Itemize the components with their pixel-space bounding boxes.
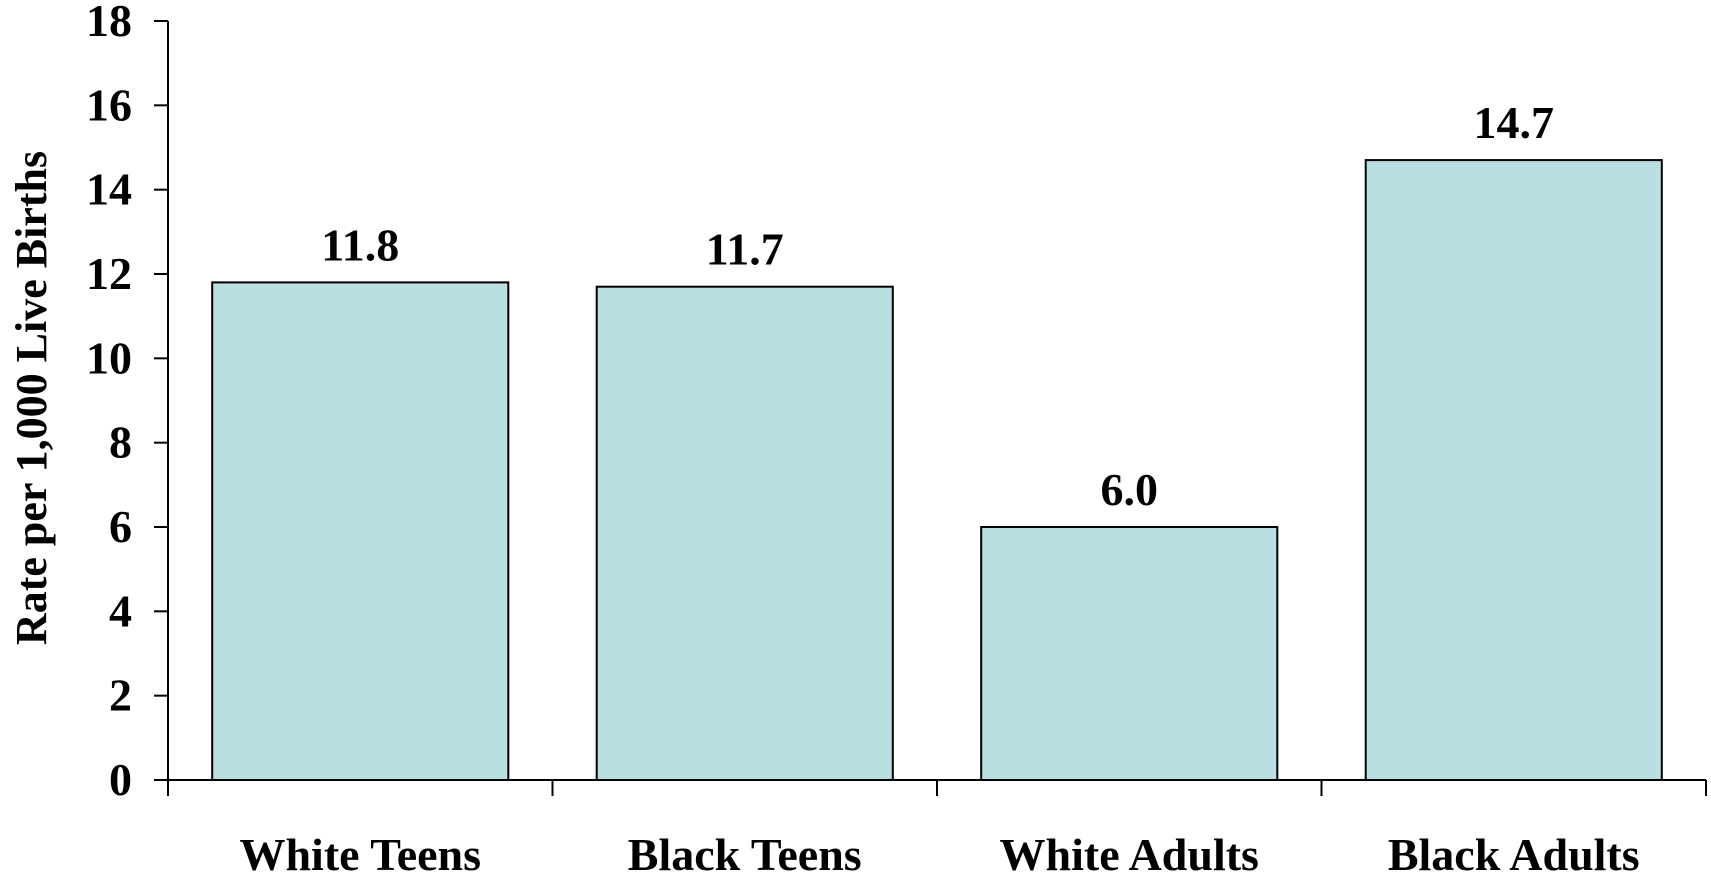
y-tick-label: 8 <box>109 417 132 468</box>
y-tick-label: 18 <box>86 0 132 46</box>
y-axis-title: Rate per 1,000 Live Births <box>7 151 56 645</box>
data-labels: 11.8 11.7 6.0 14.7 <box>321 97 1554 515</box>
x-tick-label: White Teens <box>239 829 481 878</box>
y-tick-label: 6 <box>109 501 132 552</box>
x-axis-labels: White Teens Black Teens White Adults Black … <box>239 829 1639 878</box>
data-label: 11.8 <box>321 219 399 270</box>
data-label: 14.7 <box>1474 97 1555 148</box>
y-tick-label: 10 <box>86 332 132 383</box>
bar-white-adults <box>980 526 1279 781</box>
y-tick-label: 0 <box>109 754 132 805</box>
axes <box>167 21 1707 796</box>
y-tick-label: 14 <box>86 164 132 215</box>
x-tick-label: Black Teens <box>628 829 862 878</box>
y-axis: 0 2 4 6 8 10 12 14 16 18 <box>86 0 168 805</box>
y-tick-label: 16 <box>86 79 132 130</box>
bar-white-teens <box>211 281 510 781</box>
bar-black-adults <box>1364 159 1663 782</box>
x-tick-label: Black Adults <box>1388 829 1640 878</box>
data-label: 11.7 <box>706 224 784 275</box>
y-tick-label: 2 <box>109 670 132 721</box>
bar-black-teens <box>595 285 894 781</box>
y-tick-label: 4 <box>109 585 132 636</box>
x-tick-label: White Adults <box>1000 829 1259 878</box>
data-label: 6.0 <box>1101 464 1159 515</box>
bars <box>211 159 1663 782</box>
y-tick-label: 12 <box>86 248 132 299</box>
